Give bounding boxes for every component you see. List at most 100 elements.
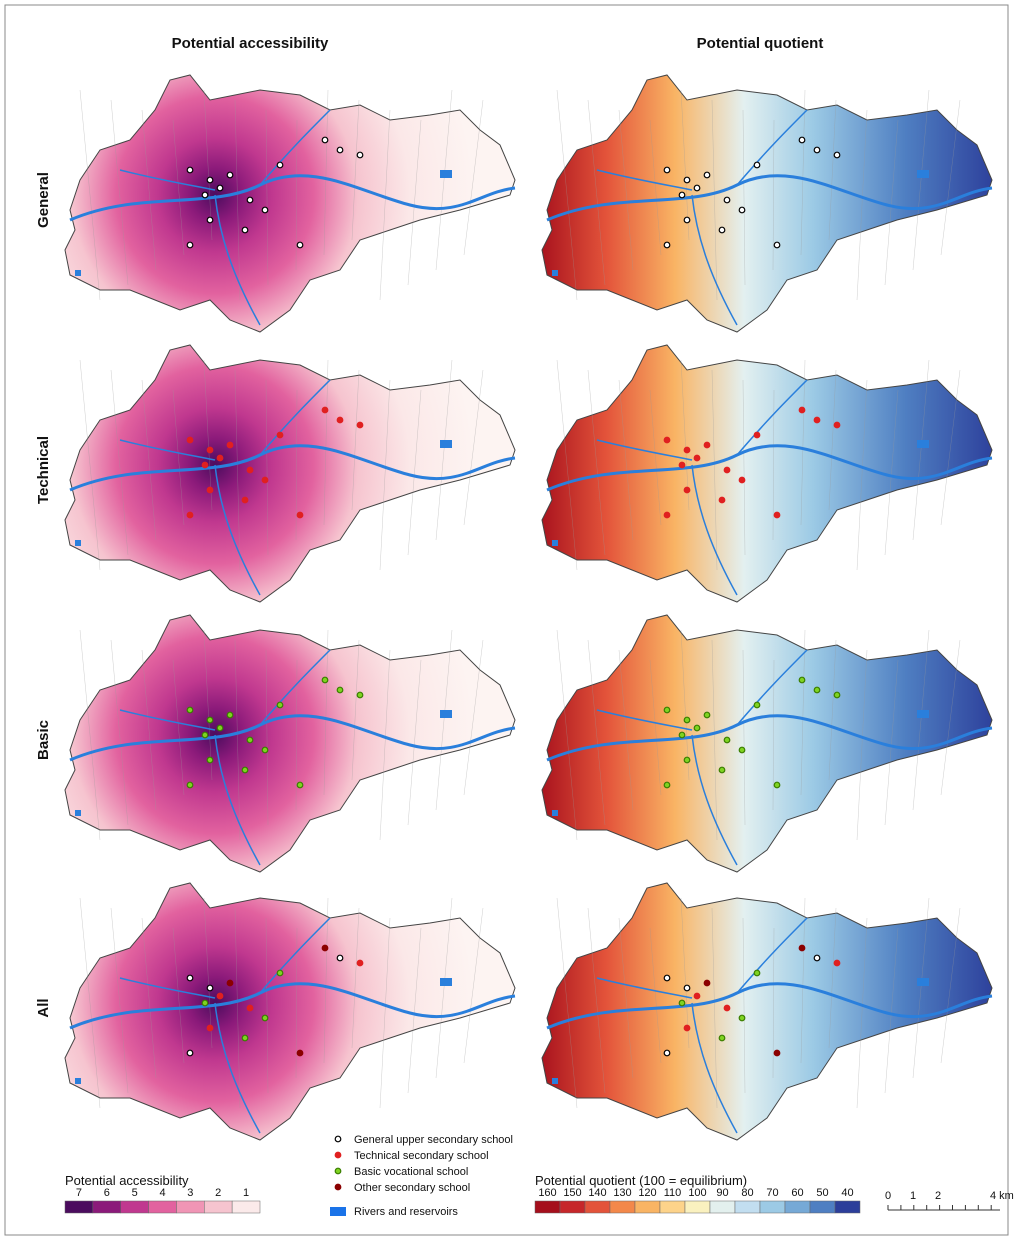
school-dot <box>242 767 248 773</box>
school-dot <box>262 207 268 213</box>
school-dot <box>337 955 343 961</box>
school-dot <box>207 487 213 493</box>
school-dot <box>242 227 248 233</box>
school-dot <box>799 945 805 951</box>
school-dot <box>774 242 780 248</box>
school-dot <box>357 692 363 698</box>
legend-swatch <box>685 1201 710 1213</box>
school-dot <box>754 162 760 168</box>
school-dot <box>207 217 213 223</box>
row-label: General <box>35 172 52 228</box>
legend-dot <box>335 1136 341 1142</box>
school-dot <box>834 692 840 698</box>
legend-label: 140 <box>588 1187 606 1199</box>
school-dot <box>227 980 233 986</box>
row-label: Basic <box>35 720 52 760</box>
school-dot <box>337 417 343 423</box>
legend-label: 120 <box>638 1187 656 1199</box>
legend-swatch <box>635 1201 660 1213</box>
school-dot <box>202 1000 208 1006</box>
scale-label: 2 <box>935 1190 941 1202</box>
school-dot <box>277 970 283 976</box>
school-dot <box>322 137 328 143</box>
legend-swatch <box>232 1201 260 1213</box>
school-dot <box>207 717 213 723</box>
school-dot <box>704 980 710 986</box>
school-dot <box>814 955 820 961</box>
school-dot <box>679 732 685 738</box>
school-dot <box>187 975 193 981</box>
school-dot <box>739 477 745 483</box>
school-dot <box>187 707 193 713</box>
legend-swatch <box>785 1201 810 1213</box>
school-dot <box>297 512 303 518</box>
map-panel <box>65 883 515 1140</box>
legend-swatch <box>176 1201 204 1213</box>
school-dot <box>297 1050 303 1056</box>
school-dot <box>242 497 248 503</box>
school-dot <box>664 242 670 248</box>
school-dot <box>227 442 233 448</box>
school-dot <box>277 702 283 708</box>
school-dot <box>774 782 780 788</box>
school-dot <box>679 1000 685 1006</box>
school-dot <box>724 1005 730 1011</box>
legend-swatch <box>585 1201 610 1213</box>
school-dot <box>207 1025 213 1031</box>
school-dot <box>724 467 730 473</box>
school-dot <box>679 192 685 198</box>
row-label: All <box>35 998 52 1017</box>
school-dot <box>774 1050 780 1056</box>
school-dot <box>357 960 363 966</box>
school-dot <box>684 177 690 183</box>
map-panel <box>542 615 992 872</box>
school-dot <box>664 782 670 788</box>
legend-swatch <box>760 1201 785 1213</box>
school-dot <box>834 960 840 966</box>
school-dot <box>322 677 328 683</box>
figure: Potential accessibility Potential quotie… <box>0 0 1014 1241</box>
school-dot <box>217 185 223 191</box>
legend-title: Potential quotient (100 = equilibrium) <box>535 1173 747 1188</box>
school-dot <box>739 1015 745 1021</box>
legend-entry: Technical secondary school <box>354 1150 489 1162</box>
school-dot <box>694 185 700 191</box>
school-dot <box>207 177 213 183</box>
legend-swatch <box>149 1201 177 1213</box>
school-dot <box>664 512 670 518</box>
school-dot <box>187 242 193 248</box>
legend-swatch <box>835 1201 860 1213</box>
school-dot <box>664 437 670 443</box>
legend-title: Potential accessibility <box>65 1173 189 1188</box>
school-dot <box>664 167 670 173</box>
school-dot <box>202 732 208 738</box>
school-dot <box>247 197 253 203</box>
legend-swatch <box>204 1201 232 1213</box>
school-dot <box>814 687 820 693</box>
legend-swatch <box>810 1201 835 1213</box>
school-dot <box>684 985 690 991</box>
school-dot <box>227 712 233 718</box>
legend-label: 110 <box>664 1187 682 1199</box>
school-dot <box>814 417 820 423</box>
school-dot <box>322 407 328 413</box>
school-dot <box>357 152 363 158</box>
school-dot <box>684 717 690 723</box>
school-dot <box>664 707 670 713</box>
school-dot <box>719 1035 725 1041</box>
legend-entry: Other secondary school <box>354 1182 470 1194</box>
school-dot <box>202 462 208 468</box>
legend-label: 50 <box>816 1187 828 1199</box>
legend-label: 5 <box>132 1187 138 1199</box>
map-panel <box>542 75 992 332</box>
legend-swatch <box>65 1201 93 1213</box>
legend-swatch <box>560 1201 585 1213</box>
legend-dot <box>335 1152 341 1158</box>
school-dot <box>814 147 820 153</box>
school-dot <box>337 687 343 693</box>
school-dot <box>247 467 253 473</box>
school-dot <box>187 167 193 173</box>
school-dot <box>217 455 223 461</box>
legend-label: 2 <box>215 1187 221 1199</box>
legend-entry: General upper secondary school <box>354 1134 513 1146</box>
